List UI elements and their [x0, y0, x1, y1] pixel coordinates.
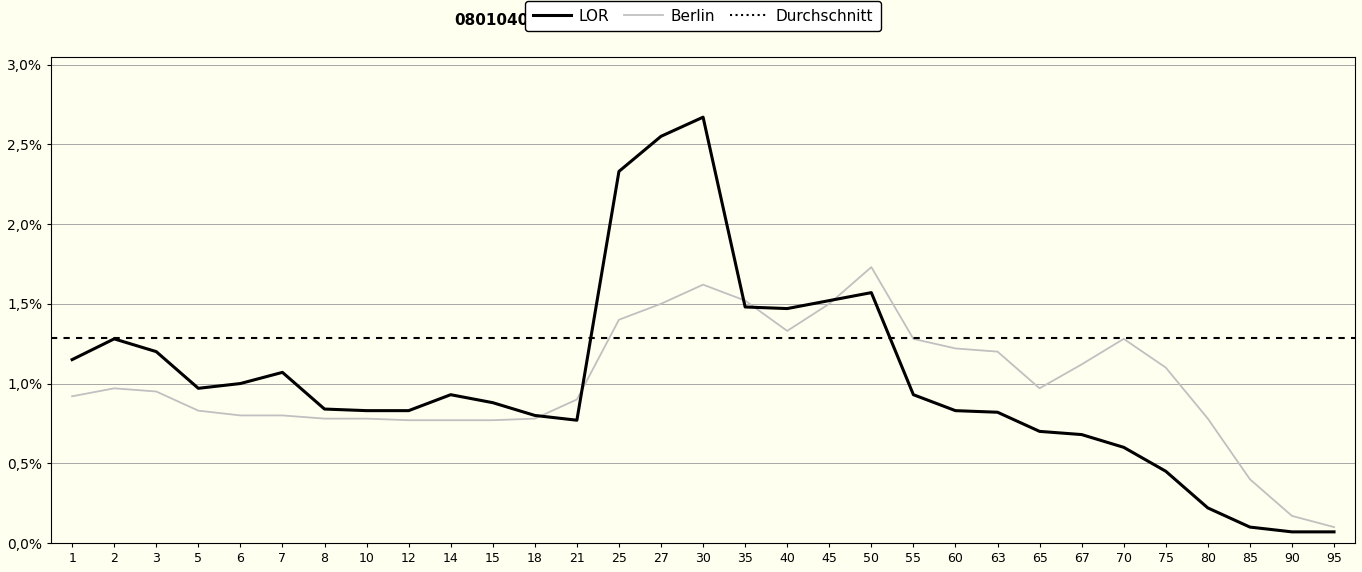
Legend: LOR, Berlin, Durchschnitt: LOR, Berlin, Durchschnitt: [526, 1, 881, 31]
Text: 08010404: 08010404: [454, 13, 539, 27]
